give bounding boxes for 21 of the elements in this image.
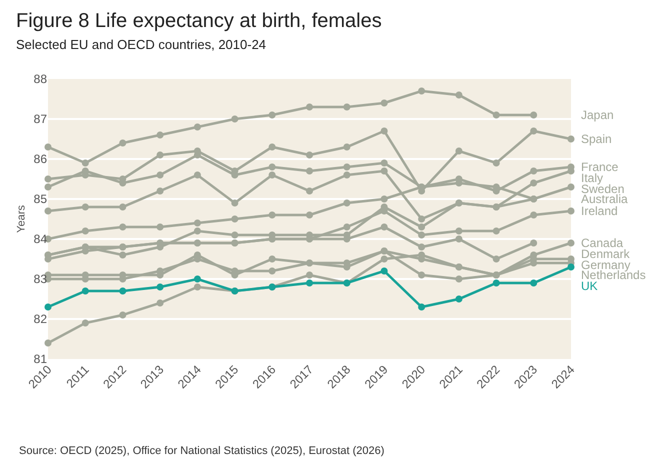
chart-subtitle: Selected EU and OECD countries, 2010-24 xyxy=(16,37,266,52)
y-tick-label: 81 xyxy=(34,352,48,366)
y-tick-label: 82 xyxy=(34,312,48,326)
y-tick-label: 85 xyxy=(34,192,48,206)
y-tick-label: 83 xyxy=(34,272,48,286)
y-axis-title: Years xyxy=(15,204,28,233)
y-tick-label: 86 xyxy=(34,152,48,166)
source-note: Source: OECD (2025), Office for National Statistics (2025), Eurostat (2026) xyxy=(19,445,384,457)
series-label: Germany xyxy=(581,258,630,272)
text: Canada xyxy=(581,236,624,250)
y-tick-label: 88 xyxy=(34,72,48,86)
text: Japan xyxy=(581,108,614,122)
series-label: Ireland xyxy=(581,204,618,218)
text: Australia xyxy=(581,192,628,206)
y-tick-label: 87 xyxy=(34,112,48,126)
series-label: Spain xyxy=(581,132,612,146)
series-label: France xyxy=(581,160,619,174)
series-label: Italy xyxy=(581,171,604,185)
series-label: Denmark xyxy=(581,247,631,261)
series-label: UK xyxy=(581,279,598,293)
chart-title: Figure 8 Life expectancy at birth, females xyxy=(16,10,382,32)
